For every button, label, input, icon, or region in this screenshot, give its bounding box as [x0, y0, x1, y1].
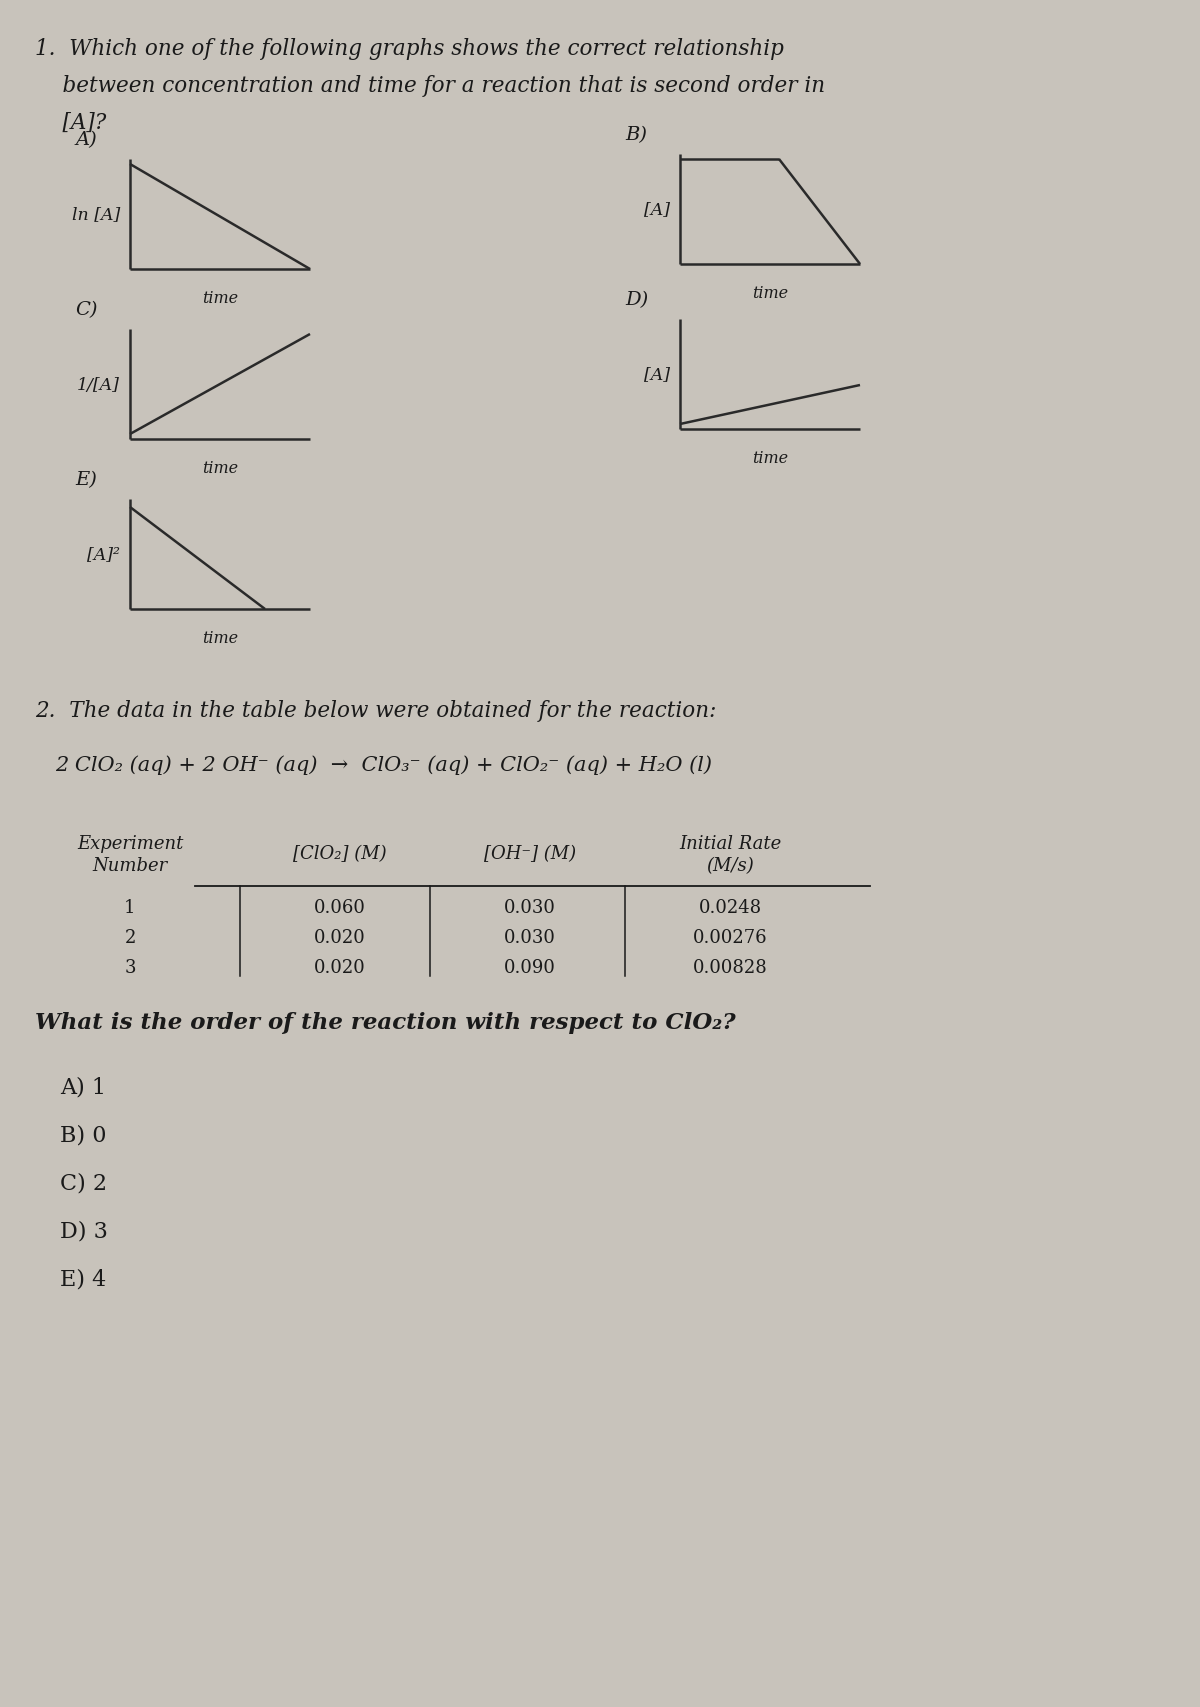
Text: 1: 1 — [125, 898, 136, 917]
Text: 0.00276: 0.00276 — [692, 929, 767, 946]
Text: C) 2: C) 2 — [60, 1173, 107, 1195]
Text: E): E) — [74, 471, 97, 488]
Text: 0.090: 0.090 — [504, 958, 556, 976]
Text: A) 1: A) 1 — [60, 1077, 106, 1098]
Text: D): D) — [625, 290, 648, 309]
Text: time: time — [752, 285, 788, 302]
Text: [A]: [A] — [644, 201, 670, 218]
Text: C): C) — [74, 300, 97, 319]
Text: What is the order of the reaction with respect to ClO₂?: What is the order of the reaction with r… — [35, 1012, 736, 1033]
Text: 0.0248: 0.0248 — [698, 898, 762, 917]
Text: time: time — [752, 449, 788, 466]
Text: D) 3: D) 3 — [60, 1221, 108, 1243]
Text: [A]²: [A]² — [88, 546, 120, 563]
Text: time: time — [202, 630, 238, 647]
Text: [A]: [A] — [644, 367, 670, 384]
Text: 2 ClO₂ (aq) + 2 OH⁻ (aq)  →  ClO₃⁻ (aq) + ClO₂⁻ (aq) + H₂O (l): 2 ClO₂ (aq) + 2 OH⁻ (aq) → ClO₃⁻ (aq) + … — [55, 754, 712, 775]
Text: [ClO₂] (M): [ClO₂] (M) — [293, 845, 386, 862]
Text: 3: 3 — [125, 958, 136, 976]
Text: 2.  The data in the table below were obtained for the reaction:: 2. The data in the table below were obta… — [35, 700, 716, 722]
Text: 0.020: 0.020 — [314, 929, 366, 946]
Text: 2: 2 — [125, 929, 136, 946]
Text: A): A) — [74, 131, 97, 149]
Text: time: time — [202, 459, 238, 476]
Text: [OH⁻] (M): [OH⁻] (M) — [484, 845, 576, 862]
Text: Initial Rate: Initial Rate — [679, 835, 781, 852]
Text: Experiment: Experiment — [77, 835, 184, 852]
Text: 0.030: 0.030 — [504, 898, 556, 917]
Text: 1.  Which one of the following graphs shows the correct relationship: 1. Which one of the following graphs sho… — [35, 38, 784, 60]
Text: between concentration and time for a reaction that is second order in: between concentration and time for a rea… — [35, 75, 826, 97]
Text: 0.020: 0.020 — [314, 958, 366, 976]
Text: 0.030: 0.030 — [504, 929, 556, 946]
Text: B): B) — [625, 126, 647, 143]
Text: B) 0: B) 0 — [60, 1125, 107, 1147]
Text: 1/[A]: 1/[A] — [77, 376, 120, 393]
Text: E) 4: E) 4 — [60, 1268, 107, 1290]
Text: (M/s): (M/s) — [706, 857, 754, 874]
Text: 0.060: 0.060 — [314, 898, 366, 917]
Text: time: time — [202, 290, 238, 307]
Text: ln [A]: ln [A] — [72, 207, 120, 224]
Text: [A]?: [A]? — [35, 113, 107, 133]
Text: Number: Number — [92, 857, 168, 874]
Text: 0.00828: 0.00828 — [692, 958, 767, 976]
